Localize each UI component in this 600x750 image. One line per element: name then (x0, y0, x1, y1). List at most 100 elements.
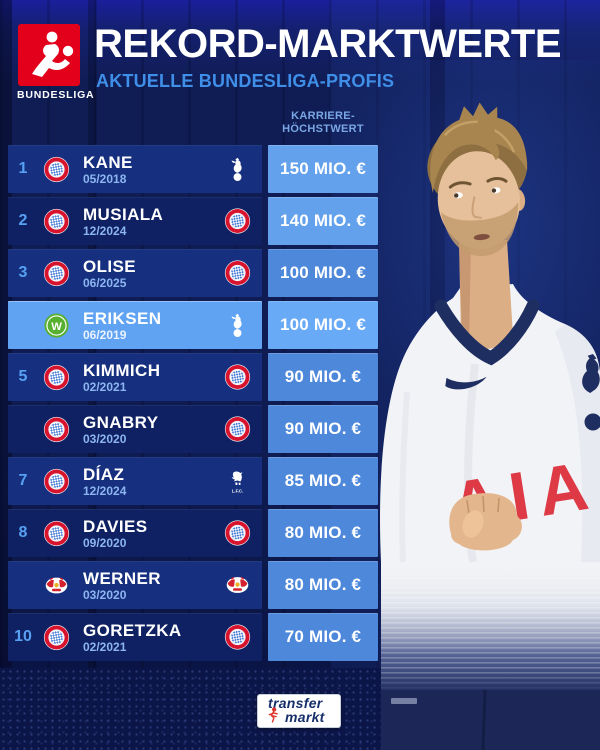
market-value: 70 MIO. € (284, 627, 362, 646)
transfermarkt-wordmark-bottom: markt (285, 709, 325, 725)
rank-label: 7 (18, 472, 28, 489)
value-column-header-line2: HÖCHSTWERT (282, 122, 364, 135)
shirt-collar (434, 299, 540, 366)
hair (430, 102, 528, 193)
eyebrow-right (486, 176, 508, 183)
player-name: GNABRY (83, 412, 159, 432)
market-value-cell: 70 MIO. € (268, 613, 378, 661)
bayern-club-badge (43, 624, 70, 651)
player-row-card: 2 MUSIALA 12/2024 (8, 197, 262, 245)
bayern-club-badge (43, 468, 70, 495)
table-row: 3 OLISE 06/2025 100 MIO. € (8, 249, 378, 297)
table-row: 10 GORETZKA 02/2021 70 MIO. € (8, 613, 378, 661)
market-value-cell: 100 MIO. € (268, 249, 378, 297)
record-date: 06/2025 (83, 275, 127, 290)
player-meta: DAVIES 09/2020 (83, 517, 147, 550)
player-row-card: 5 KIMMICH 02/2021 (8, 353, 262, 401)
shirt-tag (391, 698, 417, 704)
neck (459, 240, 513, 349)
player-meta: KANE 05/2018 (83, 153, 133, 186)
player-meta: MUSIALA 12/2024 (83, 205, 163, 238)
player-row-card: GNABRY 03/2020 (8, 405, 262, 453)
tottenham-club-badge (224, 156, 251, 183)
bayern-club-badge (43, 156, 70, 183)
player-name: MUSIALA (83, 204, 164, 224)
bayern-club-badge (224, 416, 251, 443)
player-name: GORETZKA (83, 620, 182, 640)
player-meta: GORETZKA 02/2021 (83, 621, 182, 654)
hand-fist (449, 493, 522, 551)
page-subtitle: AKTUELLE BUNDESLIGA-PROFIS (96, 71, 395, 91)
market-value: 100 MIO. € (279, 315, 367, 334)
market-value: 140 MIO. € (279, 211, 367, 230)
table-row: GNABRY 03/2020 90 MIO. € (8, 405, 378, 453)
table-row: 8 DAVIES 09/2020 80 MIO. € (8, 509, 378, 557)
player-row-card: 8 DAVIES 09/2020 (8, 509, 262, 557)
player-row-card: 10 GORETZKA 02/2021 (8, 613, 262, 661)
bundesliga-logo: BUNDESLIGA (17, 24, 95, 101)
ranking-table: 1 KANE 05/2018 150 MIO. € 2 MUSIALA 12/2… (8, 145, 378, 661)
player-name: WERNER (83, 568, 161, 588)
market-value: 100 MIO. € (279, 263, 367, 282)
transfermarkt-logo: transfer markt (257, 694, 341, 728)
bayern-club-badge (224, 364, 251, 391)
table-row: 1 KANE 05/2018 150 MIO. € (8, 145, 378, 193)
market-value-cell: 90 MIO. € (268, 405, 378, 453)
eyebrow-left (448, 181, 472, 189)
shorts (381, 690, 600, 750)
head (427, 102, 528, 256)
record-date: 03/2020 (83, 431, 127, 446)
player-row-card: WERNER 03/2020 (8, 561, 262, 609)
record-date: 06/2019 (83, 327, 127, 342)
market-value: 80 MIO. € (284, 575, 362, 594)
market-value: 85 MIO. € (284, 471, 362, 490)
rank-label: 2 (18, 212, 28, 229)
player-meta: WERNER 03/2020 (83, 569, 161, 602)
svg-text:L.F.C.: L.F.C. (232, 488, 244, 493)
market-value-cell: 140 MIO. € (268, 197, 378, 245)
tottenham-club-badge (224, 312, 251, 339)
record-date: 02/2021 (83, 379, 127, 394)
table-row: 7 DÍAZ 12/2024 L.F.C. 85 MIO. € (8, 457, 378, 505)
record-date: 12/2024 (83, 483, 127, 498)
record-date: 03/2020 (83, 587, 127, 602)
bayern-club-badge (43, 364, 70, 391)
player-row-card: 7 DÍAZ 12/2024 L.F.C. (8, 457, 262, 505)
player-name: OLISE (83, 256, 137, 276)
player-name: KANE (83, 152, 133, 172)
bayern-club-badge (224, 624, 251, 651)
record-date: 02/2021 (83, 639, 127, 654)
record-date: 09/2020 (83, 535, 127, 550)
player-name: KIMMICH (83, 360, 161, 380)
table-row: W ERIKSEN 06/2019 100 MIO. € (8, 301, 378, 349)
bayern-club-badge (224, 260, 251, 287)
bundesliga-logo-icon (18, 24, 80, 86)
record-date: 12/2024 (83, 223, 127, 238)
rank-label: 8 (18, 524, 28, 541)
rank-label: 1 (18, 160, 28, 177)
bayern-club-badge (43, 208, 70, 235)
player-meta: DÍAZ 12/2024 (83, 465, 126, 498)
bundesliga-wordmark: BUNDESLIGA (17, 89, 95, 101)
table-row: WERNER 03/2020 80 MIO. € (8, 561, 378, 609)
player-meta: GNABRY 03/2020 (83, 413, 158, 446)
bayern-club-badge (43, 416, 70, 443)
table-row: 2 MUSIALA 12/2024 140 MIO. € (8, 197, 378, 245)
market-value-cell: 80 MIO. € (268, 509, 378, 557)
bayern-club-badge (224, 520, 251, 547)
rb-leipzig-club-badge (224, 572, 251, 599)
rank-label: 10 (14, 628, 32, 645)
player-meta: OLISE 06/2025 (83, 257, 136, 290)
rank-label: 3 (18, 264, 28, 281)
market-value-cell: 85 MIO. € (268, 457, 378, 505)
player-meta: KIMMICH 02/2021 (83, 361, 160, 394)
market-value-cell: 100 MIO. € (268, 301, 378, 349)
market-value: 80 MIO. € (284, 523, 362, 542)
market-value-cell: 80 MIO. € (268, 561, 378, 609)
bayern-club-badge (43, 520, 70, 547)
table-row: 5 KIMMICH 02/2021 90 MIO. € (8, 353, 378, 401)
player-photo: AIA (380, 102, 600, 750)
player-row-card: 3 OLISE 06/2025 (8, 249, 262, 297)
value-column-header-line1: KARRIERE- (291, 110, 355, 122)
